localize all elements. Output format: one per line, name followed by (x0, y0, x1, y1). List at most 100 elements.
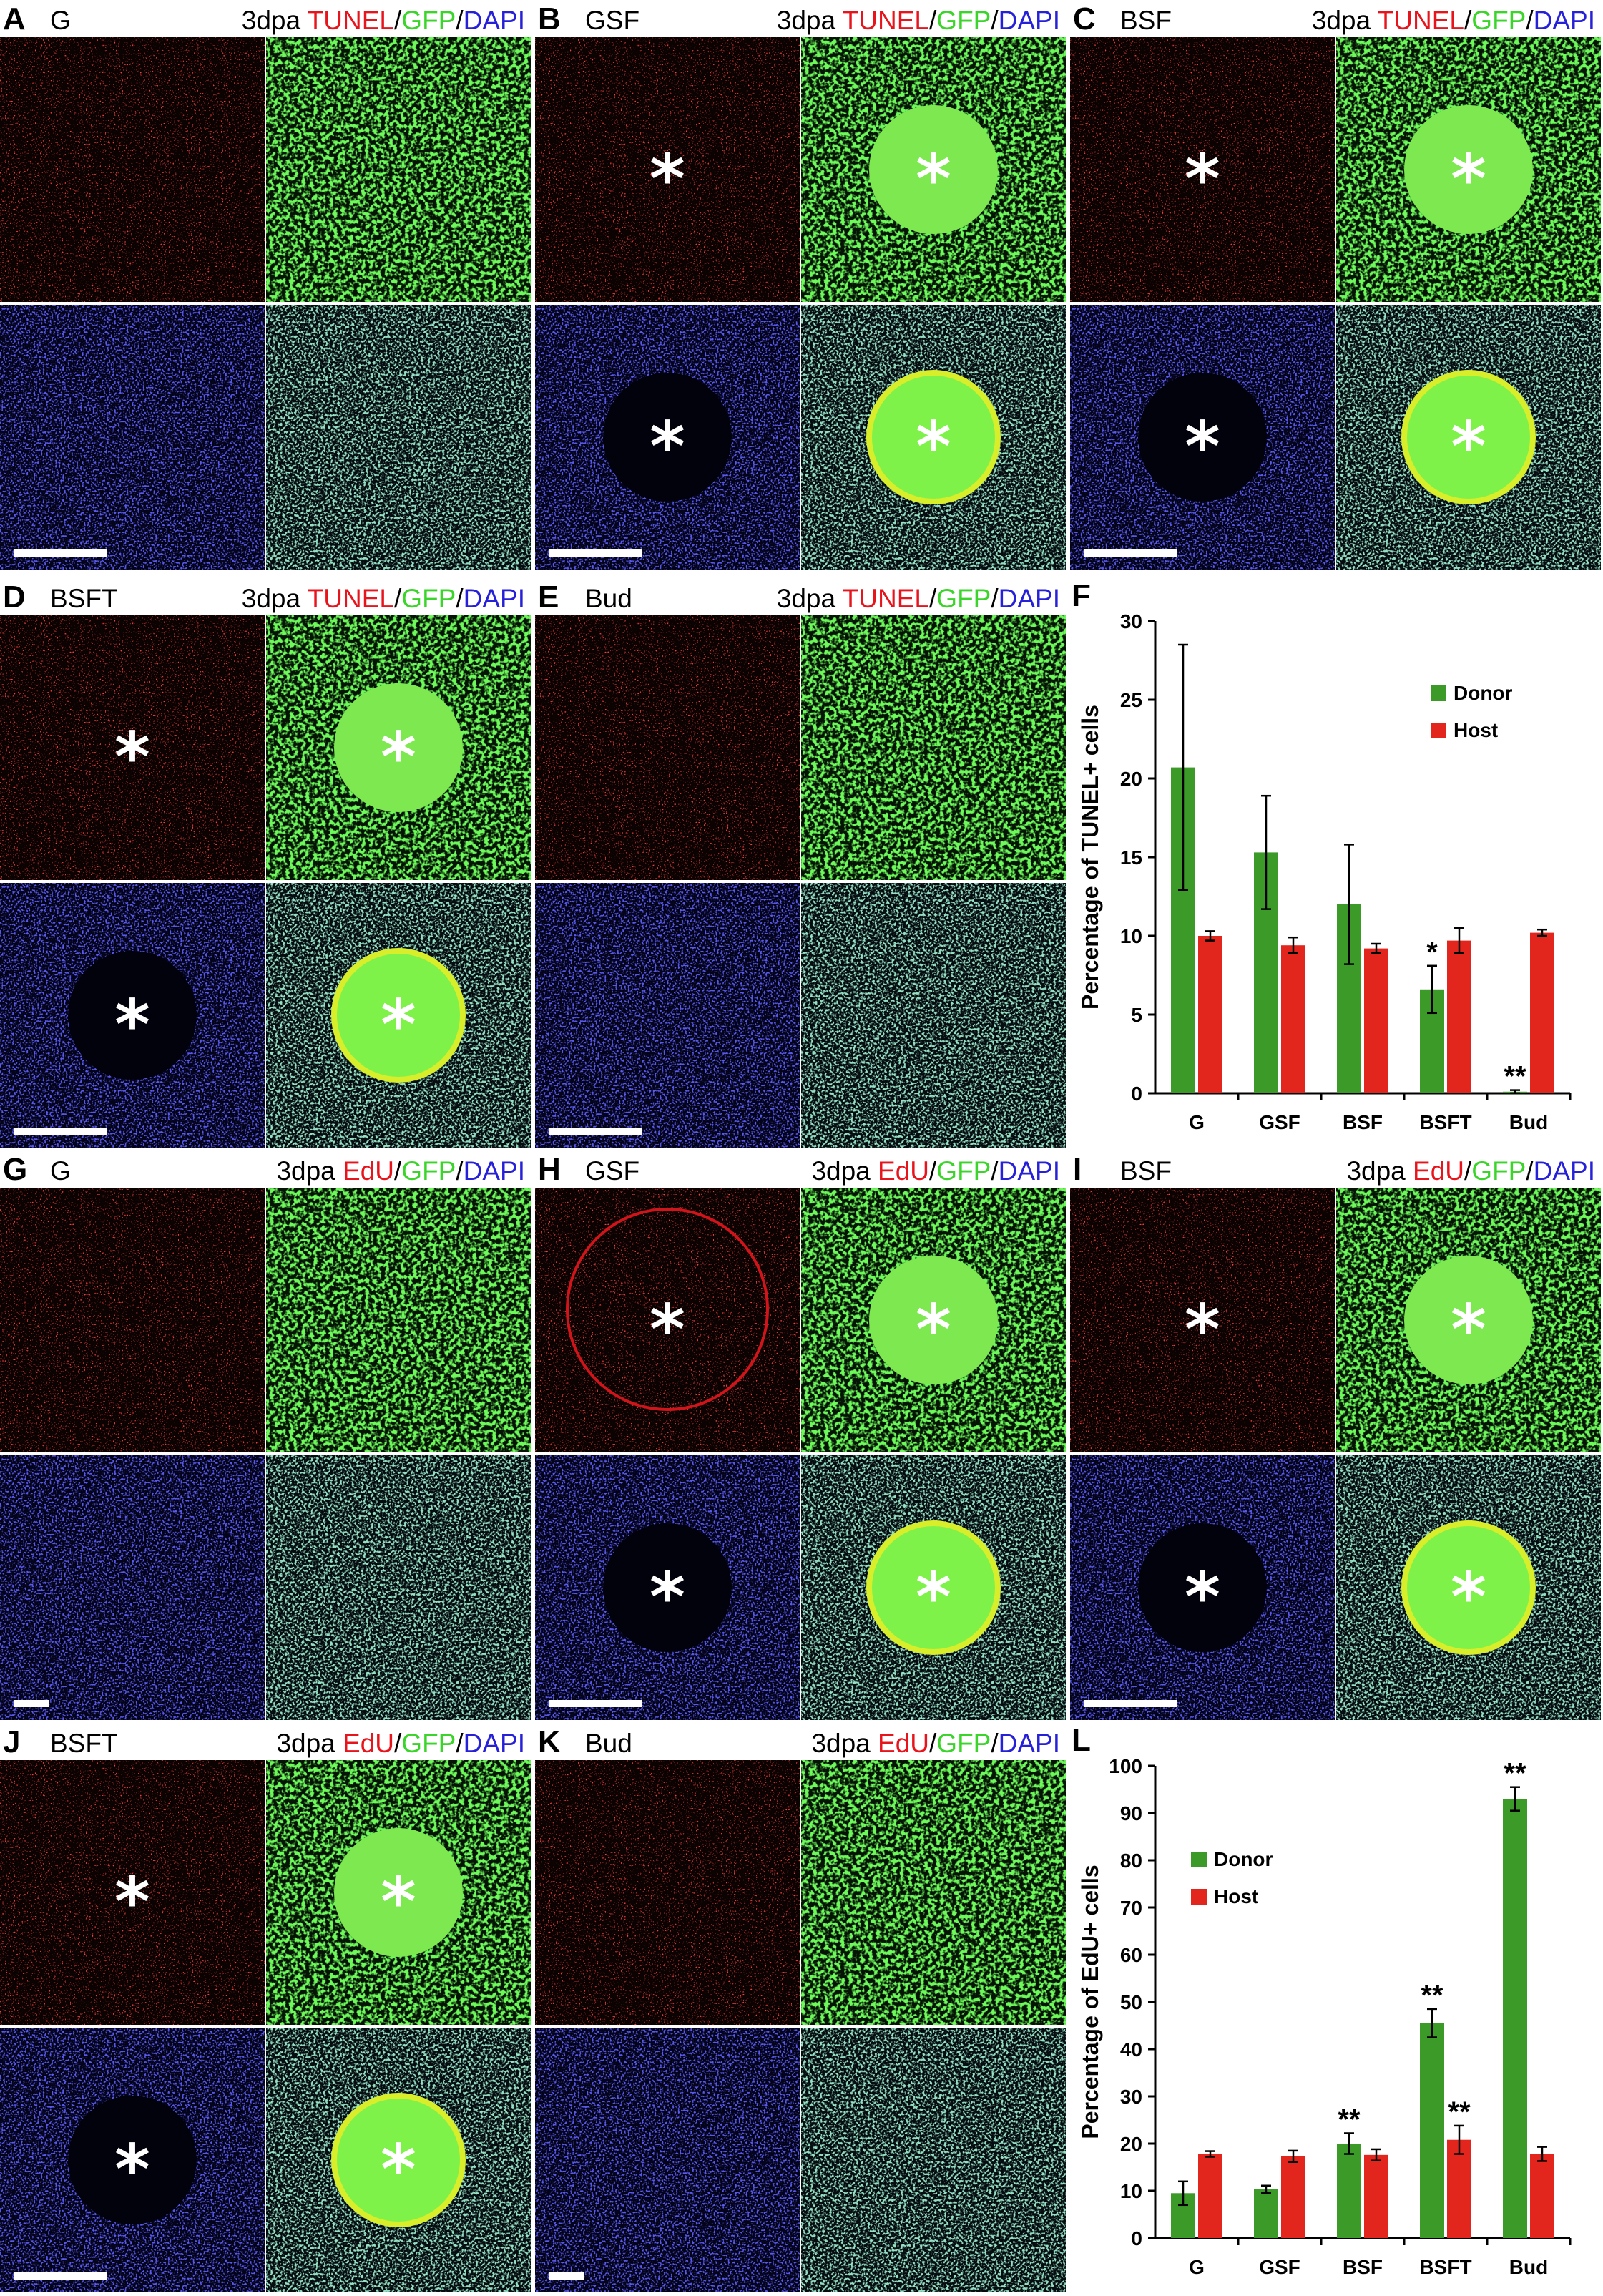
y-tick-label: 10 (1120, 2180, 1142, 2202)
asterisk: * (1451, 1558, 1486, 1637)
y-tick-label: 10 (1120, 925, 1142, 947)
bar-host-bsft (1447, 2139, 1471, 2238)
panel-condition-e: Bud (585, 584, 632, 613)
title-stain: TUNEL (307, 584, 395, 613)
texture (0, 1455, 265, 1720)
asterisk: * (1185, 140, 1220, 219)
title-gfp: GFP (936, 1729, 991, 1758)
asterisk: * (381, 718, 416, 797)
y-tick-label: 0 (1131, 2227, 1142, 2249)
panel-h: H GSF 3dpa EdU/GFP/DAPI * * * * (535, 1151, 1066, 1720)
title-sep1: / (929, 1729, 937, 1758)
panel-stain-title-g: 3dpa EdU/GFP/DAPI (276, 1156, 525, 1186)
micrograph-red-channel-d: * (0, 615, 265, 880)
texture (801, 2028, 1066, 2292)
micrograph-dapi-channel-g (0, 1455, 265, 1720)
legend-swatch-host (1191, 1889, 1207, 1905)
asterisk: * (916, 407, 951, 487)
title-space (1406, 1156, 1413, 1186)
micrograph-merge-channel-g (266, 1455, 531, 1720)
texture (266, 37, 531, 302)
significance-marker: * (1426, 937, 1438, 968)
texture (266, 615, 531, 880)
panel-stain-title-j: 3dpa EdU/GFP/DAPI (276, 1729, 525, 1759)
asterisk: * (649, 1290, 685, 1369)
texture (1070, 1455, 1335, 1720)
bar-donor-gsf (1254, 2189, 1278, 2238)
asterisk: * (381, 985, 416, 1065)
bar-donor-bsf (1337, 2144, 1361, 2238)
x-tick-label: BSF (1343, 2256, 1383, 2278)
panel-condition-a: G (50, 6, 71, 35)
texture (1070, 1188, 1335, 1452)
texture (801, 37, 1066, 302)
explant-region (603, 1523, 732, 1652)
y-tick-label: 90 (1120, 1802, 1142, 1824)
panel-condition-b: GSF (585, 6, 640, 35)
panel-label-c: C (1073, 1, 1096, 36)
title-space (871, 1729, 878, 1758)
texture (266, 883, 531, 1148)
micrograph-red-channel-j: * (0, 1760, 265, 2025)
explant-region (1138, 1523, 1267, 1652)
panel-label-j: J (3, 1724, 21, 1759)
texture (0, 883, 265, 1148)
micrograph-merge-channel-h: * (801, 1455, 1066, 1720)
panel-condition-g: G (50, 1156, 71, 1186)
panel-label-b: B (538, 1, 561, 36)
title-stage: 3dpa (1346, 1156, 1406, 1186)
bar-host-gsf (1281, 2156, 1305, 2238)
explant-region (869, 1256, 998, 1384)
title-space (335, 1156, 343, 1186)
title-sep1: / (394, 6, 402, 35)
title-stage: 3dpa (811, 1729, 871, 1758)
asterisk: * (381, 2130, 416, 2209)
texture (0, 305, 265, 570)
bar-host-bsf (1364, 948, 1388, 1093)
explant-region (1401, 1520, 1536, 1655)
legend-swatch-donor (1431, 685, 1446, 701)
micrograph-dapi-channel-h: * (535, 1455, 800, 1720)
title-stain: TUNEL (307, 6, 395, 35)
title-gfp: GFP (401, 1729, 456, 1758)
title-space (1371, 6, 1378, 35)
y-tick-label: 5 (1131, 1004, 1142, 1026)
texture (266, 2028, 531, 2292)
title-sep1: / (929, 584, 937, 613)
explant-region (866, 1520, 1001, 1655)
asterisk: * (649, 407, 685, 487)
y-tick-label: 80 (1120, 1850, 1142, 1872)
panel-stain-title-k: 3dpa EdU/GFP/DAPI (811, 1729, 1060, 1759)
asterisk: * (1451, 407, 1486, 487)
explant-region (866, 370, 1001, 504)
title-sep2: / (456, 6, 464, 35)
title-sep1: / (1464, 1156, 1472, 1186)
title-dapi: DAPI (1533, 6, 1595, 35)
y-tick-label: 15 (1120, 846, 1142, 869)
scale-bar (1084, 549, 1177, 557)
title-stain: EdU (343, 1729, 395, 1758)
panel-condition-d: BSFT (50, 584, 118, 613)
panel-label-h: H (538, 1152, 561, 1187)
title-dapi: DAPI (998, 1156, 1060, 1186)
title-stage: 3dpa (276, 1156, 335, 1186)
title-sep2: / (456, 584, 464, 613)
panel-d: D BSFT 3dpa TUNEL/GFP/DAPI * * * * (0, 578, 531, 1148)
title-stage: 3dpa (811, 1156, 871, 1186)
bead-outline (566, 1208, 769, 1411)
explant-region (1401, 370, 1536, 504)
micrograph-gfp-channel-b: * (801, 37, 1066, 302)
texture (266, 1455, 531, 1720)
micrograph-gfp-channel-j: * (266, 1760, 531, 2025)
texture (801, 1188, 1066, 1452)
micrograph-red-channel-e (535, 615, 800, 880)
micrograph-dapi-channel-d: * (0, 883, 265, 1148)
title-space (300, 6, 308, 35)
texture (801, 615, 1066, 880)
title-sep2: / (1526, 6, 1534, 35)
title-gfp: GFP (1471, 6, 1526, 35)
legend-label-donor: Donor (1214, 1848, 1273, 1870)
texture (0, 37, 265, 302)
micrograph-red-channel-c: * (1070, 37, 1335, 302)
x-tick-label: GSF (1259, 1111, 1300, 1133)
